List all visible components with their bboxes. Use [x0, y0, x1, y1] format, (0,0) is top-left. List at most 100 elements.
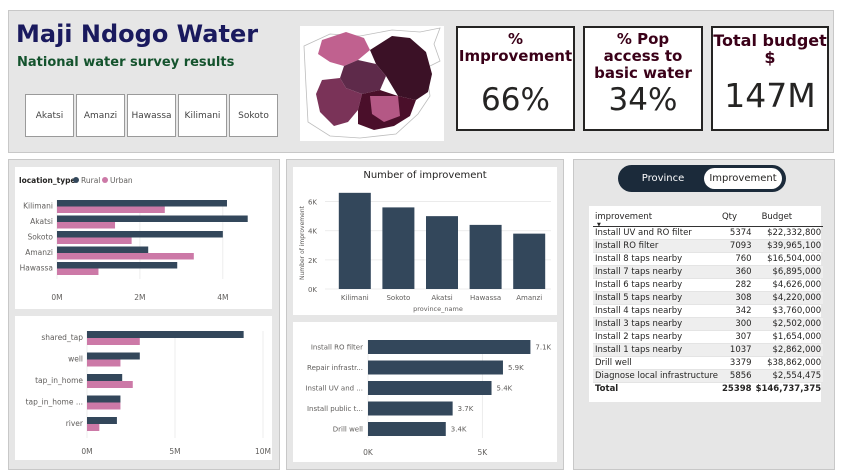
map-region-sokoto[interactable]: [370, 36, 432, 100]
cell-budget: $22,332,800: [753, 226, 824, 240]
bar-rural-akatsi[interactable]: [57, 215, 248, 223]
bar-sokoto[interactable]: [382, 207, 415, 289]
table-row[interactable]: Install 5 taps nearby 308 $4,220,000: [593, 291, 824, 305]
cell-budget: $39,965,100: [753, 239, 824, 253]
bar-urban-akatsi[interactable]: [57, 222, 116, 229]
legend-rural-label: Rural: [81, 176, 100, 185]
category-label-install-public-t: Install public t...: [307, 405, 363, 413]
bar-akatsi[interactable]: [426, 216, 458, 289]
bar-urban-shared-tap[interactable]: [87, 338, 140, 345]
category-label-install-ro-filter: Install RO filter: [311, 344, 363, 352]
kpi-budget-card: Total budget $ 147M: [711, 26, 829, 131]
col-qty[interactable]: Qty: [719, 210, 754, 227]
cell-improvement: Install 2 taps nearby: [593, 330, 720, 344]
bar-drill-well[interactable]: [368, 422, 446, 436]
province-map[interactable]: [300, 26, 444, 141]
cell-budget: $3,760,000: [753, 304, 824, 318]
bar-rural-sokoto[interactable]: [57, 231, 223, 238]
x-tick-label: 0M: [51, 293, 62, 302]
map-region-hawassa[interactable]: [316, 78, 362, 126]
bar-rural-river[interactable]: [87, 417, 117, 424]
category-label-tap-in-home: tap_in_home: [35, 376, 83, 385]
x-axis-label: province_name: [413, 305, 463, 313]
toggle-province[interactable]: Province: [641, 173, 685, 184]
bar-urban-kilimani[interactable]: [57, 206, 165, 214]
bar-urban-well[interactable]: [87, 359, 121, 367]
x-tick-label-akatsi: Akatsi: [431, 294, 452, 302]
bar-install-uv-and[interactable]: [368, 381, 492, 395]
improvement-chart[interactable]: Number of improvement Number of improvem…: [293, 167, 557, 315]
bar-amanzi[interactable]: [513, 233, 546, 289]
bar-install-public-t[interactable]: [368, 401, 453, 416]
cell-qty: 7093: [719, 239, 754, 253]
category-label-akatsi: Akatsi: [30, 217, 53, 226]
slicer-kilimani[interactable]: Kilimani: [178, 94, 227, 137]
bar-rural-amanzi[interactable]: [57, 246, 149, 254]
bar-install-ro-filter[interactable]: [368, 340, 531, 354]
cell-improvement: Install 6 taps nearby: [593, 278, 720, 292]
table-row[interactable]: Install UV and RO filter 5374 $22,332,800: [593, 226, 824, 240]
slicer-hawassa[interactable]: Hawassa: [127, 94, 176, 137]
cell-budget: $2,554,475: [753, 369, 824, 383]
page-subtitle: National water survey results: [17, 55, 235, 70]
table-row[interactable]: Install 4 taps nearby 342 $3,760,000: [593, 304, 824, 318]
y-tick-label: 0K: [308, 286, 317, 294]
map-region-east[interactable]: [370, 96, 400, 122]
table-row[interactable]: Install 1 taps nearby 1037 $2,862,000: [593, 343, 824, 357]
map-region-kilimani[interactable]: [318, 32, 370, 66]
source-chart-card: 0M 5M 10M shared_tap well tap_in_home tap_in_h…: [15, 316, 272, 460]
table-row[interactable]: Diagnose local infrastructure 5856 $2,554,…: [593, 369, 824, 383]
data-label-install-uv-and: 5.4K: [497, 385, 513, 393]
data-label-install-public-t: 3.7K: [458, 405, 474, 413]
view-toggle[interactable]: Province Improvement: [618, 165, 786, 192]
bar-urban-sokoto[interactable]: [57, 237, 132, 245]
toggle-improvement[interactable]: Improvement: [704, 168, 782, 189]
table-row[interactable]: Drill well 3379 $38,862,000: [593, 356, 824, 370]
col-budget[interactable]: Budget: [753, 210, 824, 227]
location-chart[interactable]: location_type Rural Urban 0M 2M 4M Kilimani…: [15, 167, 272, 309]
table-row[interactable]: Install 7 taps nearby 360 $6,895,000: [593, 265, 824, 279]
x-tick-label: 5M: [169, 447, 180, 456]
bar-rural-kilimani[interactable]: [57, 200, 227, 207]
bar-rural-well[interactable]: [87, 352, 140, 360]
table-row[interactable]: Install RO filter 7093 $39,965,100: [593, 239, 824, 253]
bar-urban-amanzi[interactable]: [57, 253, 194, 260]
table-row[interactable]: Install 6 taps nearby 282 $4,626,000: [593, 278, 824, 292]
improvement-type-chart[interactable]: 0K 5K Install RO filter 7.1K Repair infrastr…: [293, 322, 557, 462]
bar-rural-hawassa[interactable]: [57, 262, 178, 269]
category-label-install-uv-and: Install UV and ...: [305, 385, 363, 393]
col-improvement[interactable]: improvement: [593, 210, 720, 227]
bar-repair-infrastr[interactable]: [368, 360, 503, 375]
x-tick-label-kilimani: Kilimani: [341, 294, 369, 302]
slicer-amanzi[interactable]: Amanzi: [76, 94, 125, 137]
bar-rural-shared-tap[interactable]: [87, 331, 244, 338]
slicer-akatsi[interactable]: Akatsi: [25, 94, 74, 137]
category-label-well: well: [68, 355, 83, 364]
improvement-chart-card: Number of improvement Number of improvem…: [293, 167, 557, 315]
cell-improvement: Install RO filter: [593, 239, 720, 253]
bar-rural-tap-in-home[interactable]: [87, 374, 123, 381]
table-row[interactable]: Install 3 taps nearby 300 $2,502,000: [593, 317, 824, 331]
bar-hawassa[interactable]: [469, 224, 502, 289]
bar-urban-tap-in-home[interactable]: [87, 381, 133, 388]
kpi-pop-access-title: % Pop access to basic water: [594, 30, 692, 82]
category-label-kilimani: Kilimani: [23, 202, 53, 211]
map-region-akatsi[interactable]: [340, 60, 386, 94]
bar-kilimani[interactable]: [338, 192, 371, 289]
legend-rural-marker: [73, 177, 79, 183]
bar-rural-tap-in-home[interactable]: [87, 395, 121, 403]
bar-urban-river[interactable]: [87, 424, 100, 431]
bar-urban-tap-in-home[interactable]: [87, 402, 121, 410]
total-qty: 25398: [719, 382, 754, 396]
slicer-sokoto[interactable]: Sokoto: [229, 94, 278, 137]
table-row[interactable]: Install 8 taps nearby 760 $16,504,000: [593, 252, 824, 266]
data-label-install-ro-filter: 7.1K: [535, 344, 551, 352]
cell-improvement: Install UV and RO filter: [593, 226, 720, 240]
kpi-improvement-card: % Improvement 66%: [456, 26, 575, 131]
table-row[interactable]: Install 2 taps nearby 307 $1,654,000: [593, 330, 824, 344]
category-label-shared-tap: shared_tap: [41, 333, 83, 342]
bar-urban-hawassa[interactable]: [57, 268, 99, 276]
x-tick-label: 4M: [217, 293, 228, 302]
y-axis-label: Number of improvement: [299, 205, 306, 280]
